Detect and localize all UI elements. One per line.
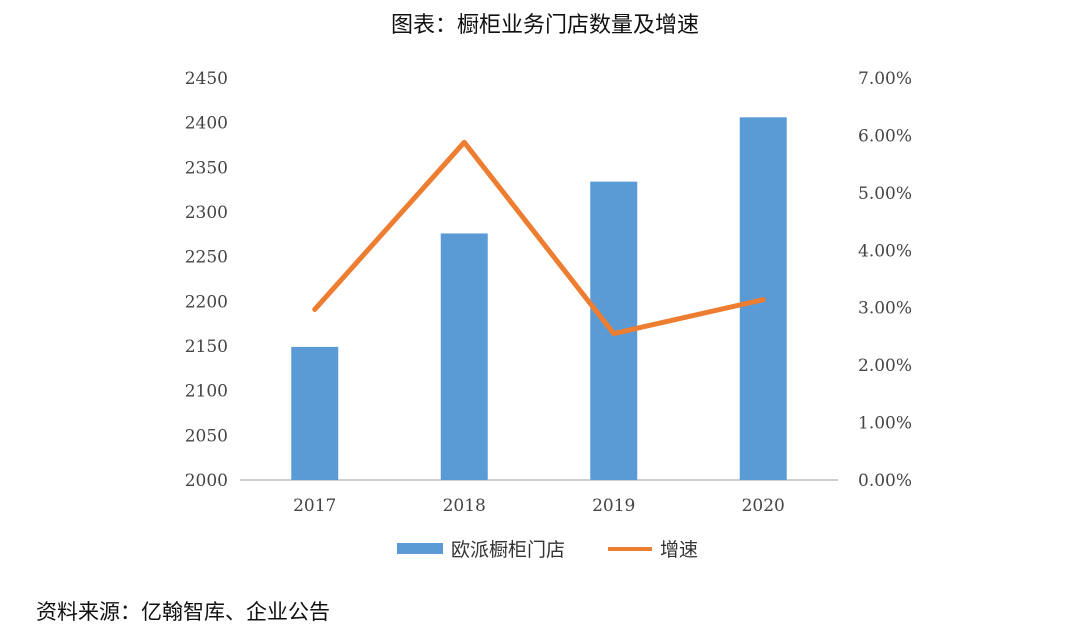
left-axis-tick-label: 2250 <box>185 248 228 268</box>
left-axis: 2000 2050 2100 2150 2200 2250 2300 2350 2400 2450 <box>185 69 228 491</box>
right-axis: 0.00% 1.00% 2.00% 3.00% 4.00% 5.00% 6.00% 7.00% <box>858 69 912 491</box>
legend-line-label: 增速 <box>660 539 698 561</box>
left-axis-tick-label: 2400 <box>185 114 228 134</box>
right-axis-tick-label: 2.00% <box>858 356 912 376</box>
left-axis-tick-label: 2050 <box>185 426 228 446</box>
left-axis-tick-label: 2100 <box>185 382 228 402</box>
legend-bar-swatch <box>397 543 443 554</box>
left-axis-tick-label: 2150 <box>185 337 228 357</box>
right-axis-tick-label: 5.00% <box>858 184 912 204</box>
right-axis-tick-label: 0.00% <box>858 471 912 491</box>
x-axis-tick-label: 2018 <box>443 496 486 516</box>
growth-rate-line <box>315 142 764 333</box>
right-axis-tick-label: 1.00% <box>858 414 912 434</box>
left-axis-tick-label: 2350 <box>185 158 228 178</box>
x-axis-tick-label: 2017 <box>293 496 336 516</box>
legend: 欧派橱柜门店 增速 <box>397 539 698 561</box>
left-axis-tick-label: 2300 <box>185 203 228 223</box>
right-axis-tick-label: 4.00% <box>858 241 912 261</box>
source-note: 资料来源：亿翰智库、企业公告 <box>36 600 330 624</box>
left-axis-tick-label: 2200 <box>185 292 228 312</box>
right-axis-tick-label: 3.00% <box>858 299 912 319</box>
bar-series <box>291 117 787 480</box>
legend-bar-label: 欧派橱柜门店 <box>451 539 565 561</box>
chart-title: 图表：橱柜业务门店数量及增速 <box>391 13 699 38</box>
line-series <box>315 142 764 333</box>
x-axis-tick-label: 2020 <box>742 496 785 516</box>
bar-2018 <box>441 233 488 480</box>
left-axis-tick-label: 2000 <box>185 471 228 491</box>
right-axis-tick-label: 7.00% <box>858 69 912 89</box>
bar-2017 <box>291 347 338 480</box>
x-axis: 2017 2018 2019 2020 <box>293 496 785 516</box>
right-axis-tick-label: 6.00% <box>858 126 912 146</box>
left-axis-tick-label: 2450 <box>185 69 228 89</box>
x-axis-tick-label: 2019 <box>592 496 635 516</box>
